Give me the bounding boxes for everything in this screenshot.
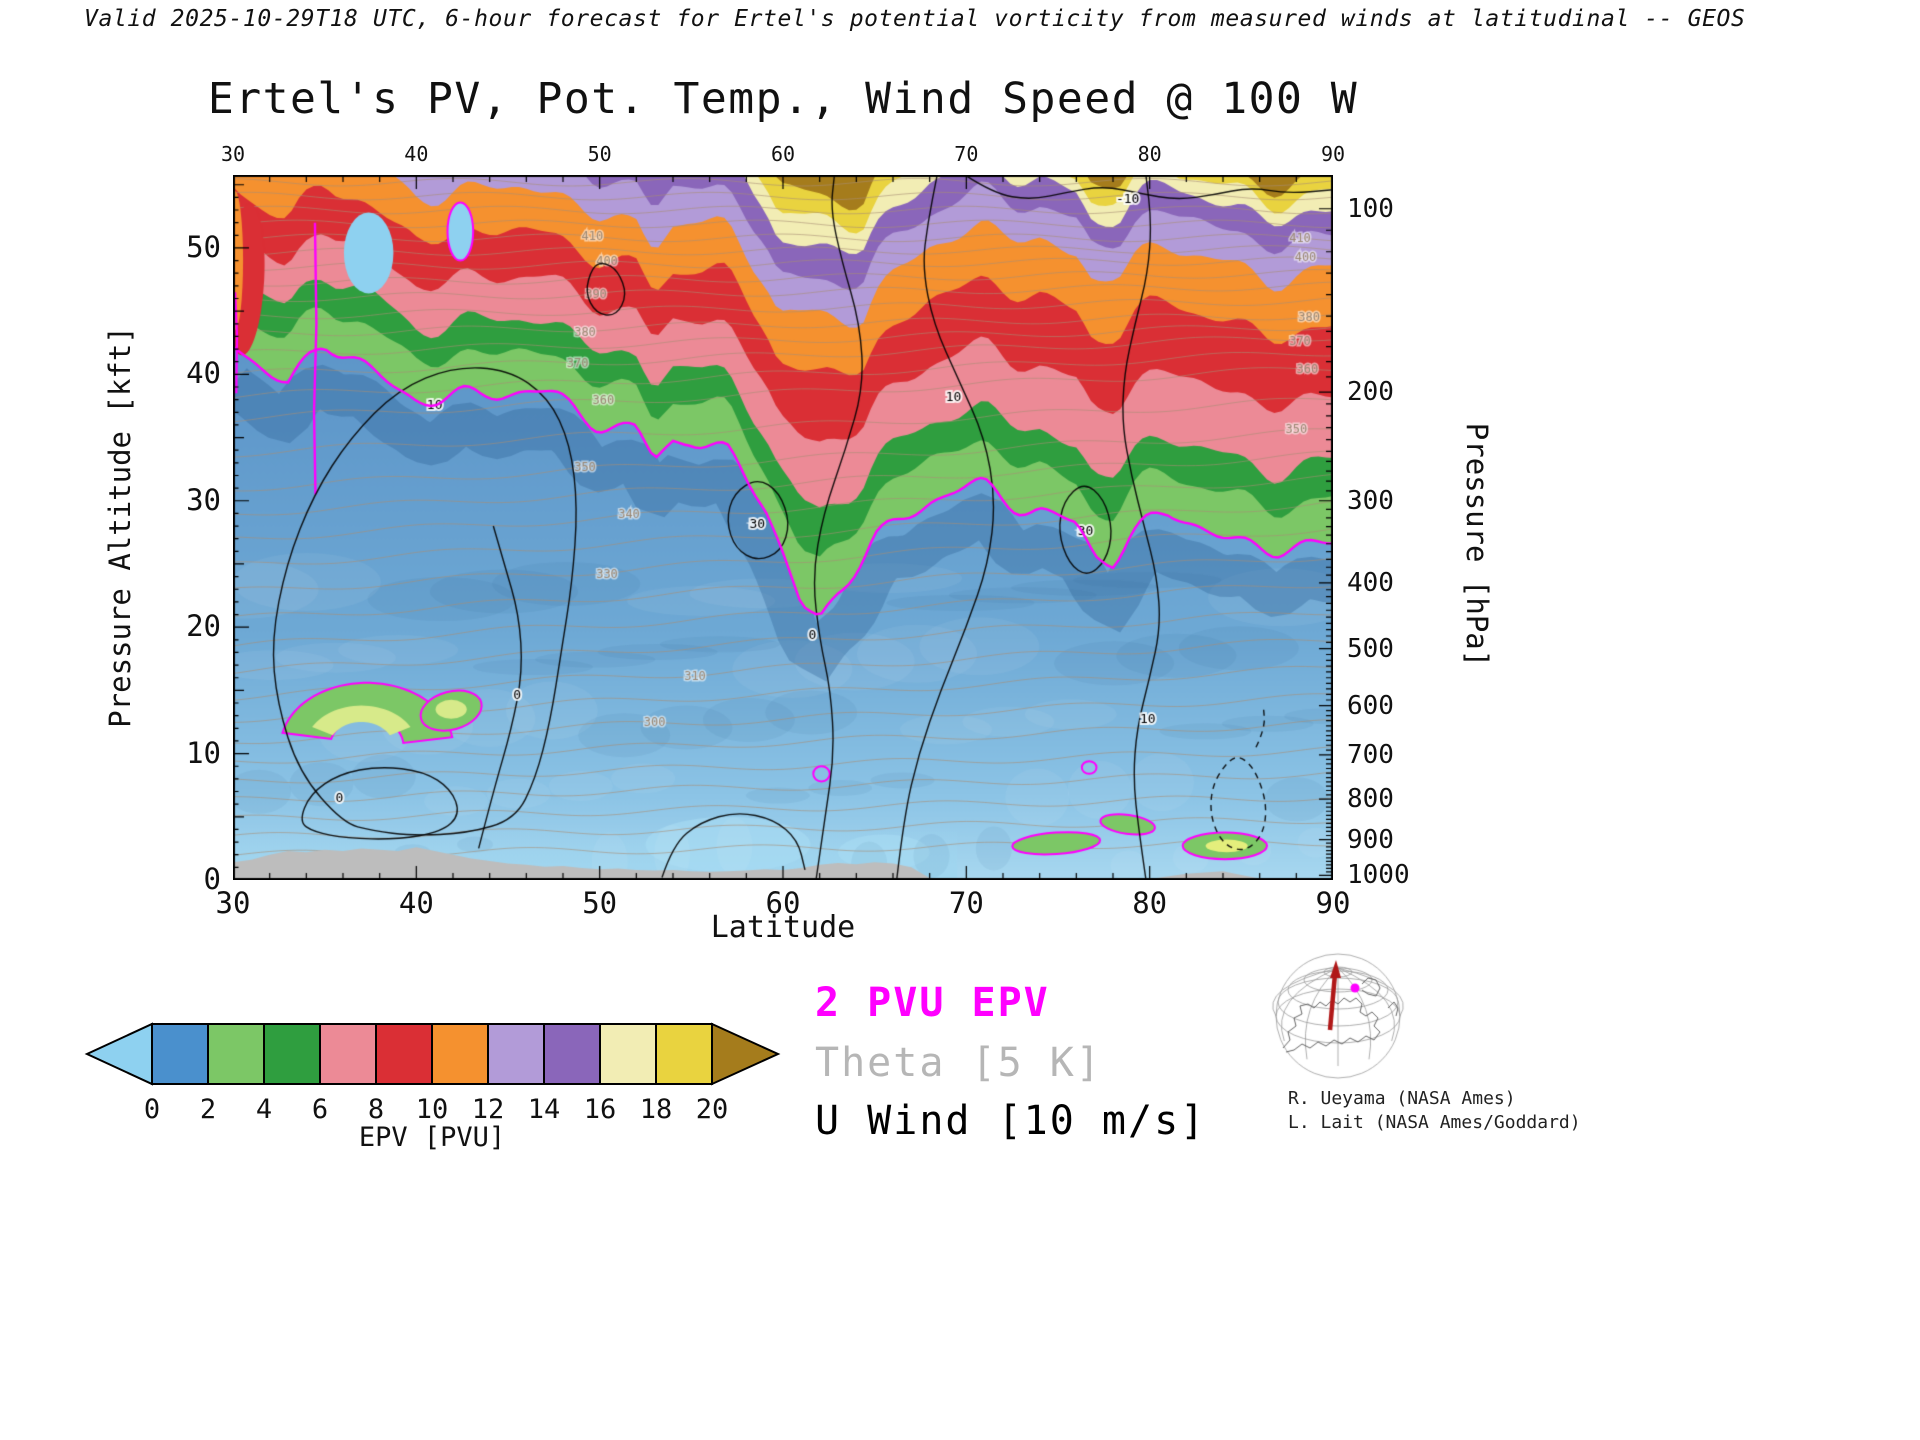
y-axis-right-label: Pressure [hPa] [1460,422,1494,668]
colorbar-segment [207,1023,265,1085]
y-left-tick-label: 30 [186,482,221,517]
validity-header: Valid 2025-10-29T18 UTC, 6-hour forecast… [84,6,1746,32]
x-tick-label: 40 [398,886,434,920]
colorbar-tick-label: 4 [255,1094,273,1125]
x-tick-label: 60 [765,886,801,920]
x-tick-label-top: 30 [220,142,246,166]
colorbar-tick-label: 0 [143,1094,161,1125]
legend-uwind: U Wind [10 m/s] [815,1098,1207,1144]
y-left-tick-label: 10 [186,735,221,770]
x-tick-label: 80 [1132,886,1168,920]
colorbar-tick-label: 18 [639,1094,673,1125]
colorbar-segment [599,1023,657,1085]
colorbar-segment [711,1022,781,1086]
colorbar-tick-label: 20 [695,1094,729,1125]
colorbar-tick-label: 6 [311,1094,329,1125]
colorbar-tick-label: 10 [415,1094,449,1125]
x-tick-label-top: 90 [1320,142,1346,166]
y-left-tick-label: 40 [186,356,221,391]
y-left-tick-label: 20 [186,609,221,644]
colorbar-segment [431,1023,489,1085]
y-left-tick-label: 0 [203,862,221,896]
x-tick-label: 30 [215,886,251,920]
colorbar-tick-label: 16 [583,1094,617,1125]
y-right-tick-label: 1000 [1347,860,1410,891]
colorbar-tick-label: 2 [199,1094,217,1125]
legend-theta: Theta [5 K] [815,1040,1102,1086]
y-right-tick-label: 200 [1347,377,1394,408]
x-tick-label-top: 70 [954,142,979,166]
x-axis-label: Latitude [710,910,856,945]
y-right-tick-label: 100 [1347,193,1394,224]
y-right-tick-label: 300 [1347,485,1394,516]
colorbar-segment [319,1023,377,1085]
inset-globe-map [1238,928,1438,1088]
chart-title: Ertel's PV, Pot. Temp., Wind Speed @ 100… [207,74,1359,124]
x-tick-label: 50 [582,886,618,920]
colorbar-segment [263,1023,321,1085]
legend-2pvu-epv: 2 PVU EPV [815,980,1050,1026]
credit-line-2: L. Lait (NASA Ames/Goddard) [1288,1112,1581,1133]
x-tick-label-top: 80 [1137,142,1162,166]
y-right-tick-label: 400 [1347,567,1394,598]
y-right-tick-label: 900 [1347,824,1394,855]
x-tick-label: 90 [1315,886,1351,920]
epv-colorbar [84,1022,781,1086]
y-right-tick-label: 500 [1347,633,1394,664]
colorbar-segment [487,1023,545,1085]
colorbar-segment [543,1023,601,1085]
x-tick-label-top: 40 [404,142,429,166]
x-tick-label: 70 [948,886,984,920]
y-right-tick-label: 600 [1347,690,1394,721]
y-right-tick-label: 700 [1347,739,1394,770]
colorbar-segment [151,1023,209,1085]
x-tick-label-top: 50 [587,142,612,166]
colorbar-tick-label: 8 [367,1094,385,1125]
y-right-tick-label: 800 [1347,784,1394,815]
colorbar-title: EPV [PVU] [358,1122,506,1153]
pv-cross-section-plot [233,175,1333,880]
colorbar-segment [655,1023,713,1085]
y-left-tick-label: 50 [186,229,221,264]
colorbar-tick-label: 14 [527,1094,561,1125]
x-tick-label-top: 60 [770,142,796,166]
colorbar-tick-label: 12 [471,1094,505,1125]
colorbar-segment [375,1023,433,1085]
credit-line-1: R. Ueyama (NASA Ames) [1288,1088,1516,1109]
y-axis-left-label: Pressure Altitude [kft] [103,326,137,728]
colorbar-segment [84,1022,153,1086]
